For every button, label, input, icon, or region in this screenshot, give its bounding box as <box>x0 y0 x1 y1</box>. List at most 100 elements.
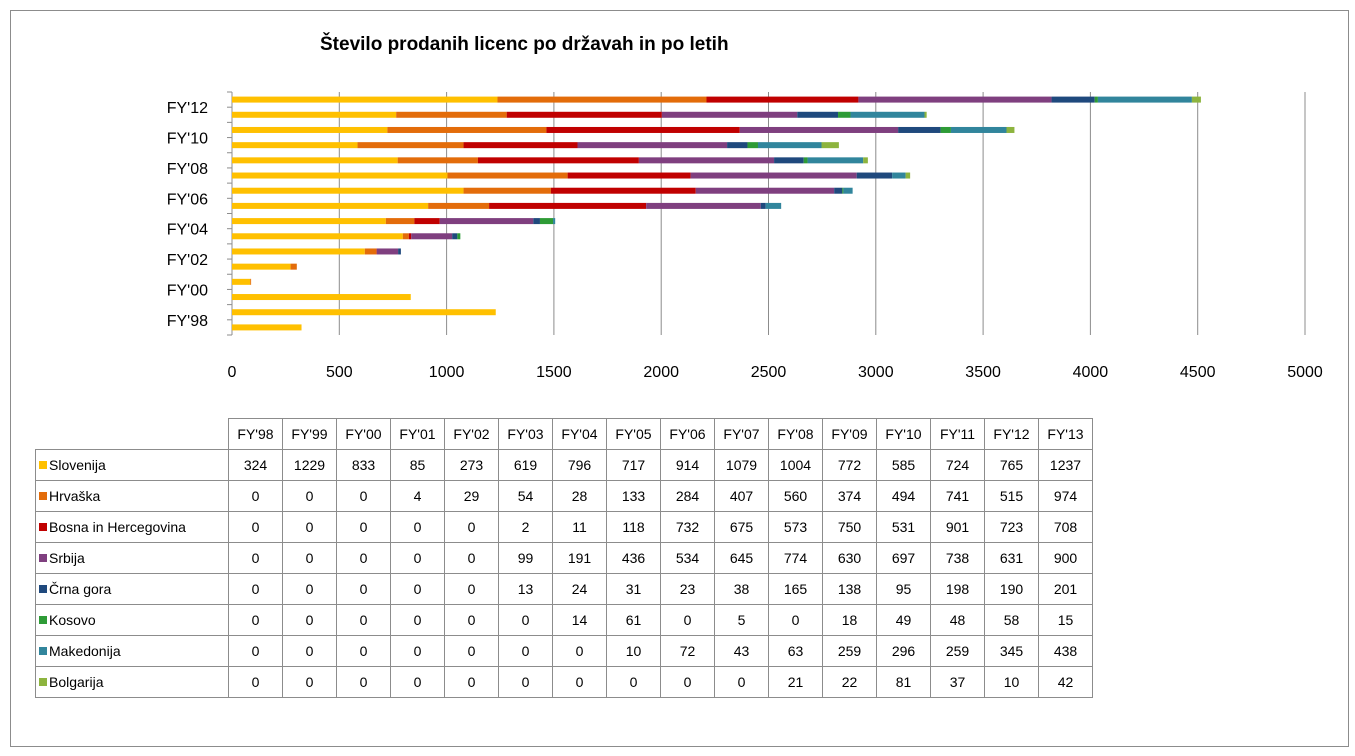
table-cell: 631 <box>984 542 1039 574</box>
table-cell: 974 <box>1038 480 1093 512</box>
bar-segment <box>727 142 748 149</box>
table-cell: 72 <box>660 635 715 667</box>
table-cell: 85 <box>390 449 445 481</box>
legend-swatch <box>39 678 47 686</box>
bar-segment <box>807 157 864 164</box>
table-cell: 133 <box>606 480 661 512</box>
table-cell: 0 <box>228 511 283 543</box>
table-row: Srbija 0 0 0 0 0 99 191 436 534 645 774 630 697 738 631… <box>35 542 1093 574</box>
table-cell: 23 <box>660 573 715 605</box>
legend-swatch <box>39 523 47 531</box>
series-name: Bolgarija <box>49 674 104 690</box>
table-cell: 259 <box>822 635 877 667</box>
table-cell: 732 <box>660 511 715 543</box>
bar-segment <box>232 111 397 118</box>
bar-segment <box>661 111 798 118</box>
legend-swatch <box>39 492 47 500</box>
table-header-cell: FY'08 <box>768 418 823 450</box>
bar-segment <box>402 233 409 240</box>
bar-segment <box>463 187 551 194</box>
bar-segment <box>747 142 758 149</box>
table-cell: 901 <box>930 511 985 543</box>
table-row: Hrvaška 0 0 0 4 29 54 28 133 284 407 560 374 494 741 51… <box>35 480 1093 512</box>
table-header-cell: FY'13 <box>1038 418 1093 450</box>
table-cell: 0 <box>228 635 283 667</box>
table-cell: 49 <box>876 604 931 636</box>
bar-segment <box>553 218 556 225</box>
table-cell: 11 <box>552 511 607 543</box>
table-cell: 0 <box>228 542 283 574</box>
table-row: Bosna in Hercegovina 0 0 0 0 0 2 11 118 732 675 573… <box>35 511 1093 543</box>
table-cell: 1237 <box>1038 449 1093 481</box>
y-tick-label: FY'10 <box>167 131 208 148</box>
bar-segment <box>232 218 386 225</box>
bar-segment <box>1051 96 1095 103</box>
bar-segment <box>290 263 297 270</box>
bar-segment <box>463 142 578 149</box>
table-cell: 796 <box>552 449 607 481</box>
bar-segment <box>539 218 554 225</box>
bar-segment <box>411 233 453 240</box>
table-header-cell: FY'01 <box>390 418 445 450</box>
table-cell: 0 <box>336 604 391 636</box>
table-cell: 0 <box>444 542 499 574</box>
x-tick-label: 3500 <box>965 364 1001 381</box>
bar-segment <box>397 157 478 164</box>
bar-segment <box>232 233 403 240</box>
table-cell: 0 <box>390 573 445 605</box>
table-header-cell: FY'06 <box>660 418 715 450</box>
x-tick-label: 3000 <box>858 364 894 381</box>
bar-segment <box>232 172 448 179</box>
table-row: Črna gora 0 0 0 0 0 13 24 31 23 38 165 138 95 198 190 20… <box>35 573 1093 605</box>
bar-segment <box>690 172 857 179</box>
table-cell: 1079 <box>714 449 769 481</box>
bar-segment <box>797 111 839 118</box>
table-header-cell: FY'05 <box>606 418 661 450</box>
series-name: Slovenija <box>49 457 106 473</box>
table-cell: 0 <box>282 511 337 543</box>
table-cell: 31 <box>606 573 661 605</box>
bar-segment <box>398 248 401 255</box>
y-tick-label: FY'98 <box>167 313 208 330</box>
table-cell: 407 <box>714 480 769 512</box>
table-cell: 0 <box>336 480 391 512</box>
table-cell: 0 <box>390 635 445 667</box>
table-cell: 741 <box>930 480 985 512</box>
y-tick-label: FY'12 <box>167 100 208 117</box>
y-tick-label: FY'06 <box>167 191 208 208</box>
table-cell: 38 <box>714 573 769 605</box>
table-cell: 1004 <box>768 449 823 481</box>
table-cell: 630 <box>822 542 877 574</box>
table-cell: 0 <box>444 666 499 698</box>
bar-segment <box>250 278 252 285</box>
table-cell: 118 <box>606 511 661 543</box>
bar-segment <box>550 187 696 194</box>
bar-segment <box>232 157 398 164</box>
bar-segment <box>396 111 507 118</box>
table-cell: 0 <box>498 666 553 698</box>
bar-segment <box>232 324 302 331</box>
table-cell: 0 <box>282 542 337 574</box>
table-header-cell: FY'09 <box>822 418 877 450</box>
table-cell: 296 <box>876 635 931 667</box>
x-tick-label: 1500 <box>536 364 572 381</box>
table-header-cell: FY'12 <box>984 418 1039 450</box>
table-cell: 165 <box>768 573 823 605</box>
table-cell: 0 <box>228 573 283 605</box>
bar-segment <box>232 187 464 194</box>
table-cell: 0 <box>282 480 337 512</box>
table-cell: 0 <box>444 573 499 605</box>
bar-segment <box>385 218 415 225</box>
table-cell: 738 <box>930 542 985 574</box>
table-cell: 81 <box>876 666 931 698</box>
bar-segment <box>834 187 843 194</box>
series-name: Bosna in Hercegovina <box>49 519 186 535</box>
table-cell: 201 <box>1038 573 1093 605</box>
table-cell: 13 <box>498 573 553 605</box>
table-cell: 10 <box>984 666 1039 698</box>
bar-segment <box>774 157 804 164</box>
y-tick-label: FY'00 <box>167 282 208 299</box>
table-header-cell: FY'99 <box>282 418 337 450</box>
table-cell: 515 <box>984 480 1039 512</box>
table-cell: 0 <box>390 542 445 574</box>
